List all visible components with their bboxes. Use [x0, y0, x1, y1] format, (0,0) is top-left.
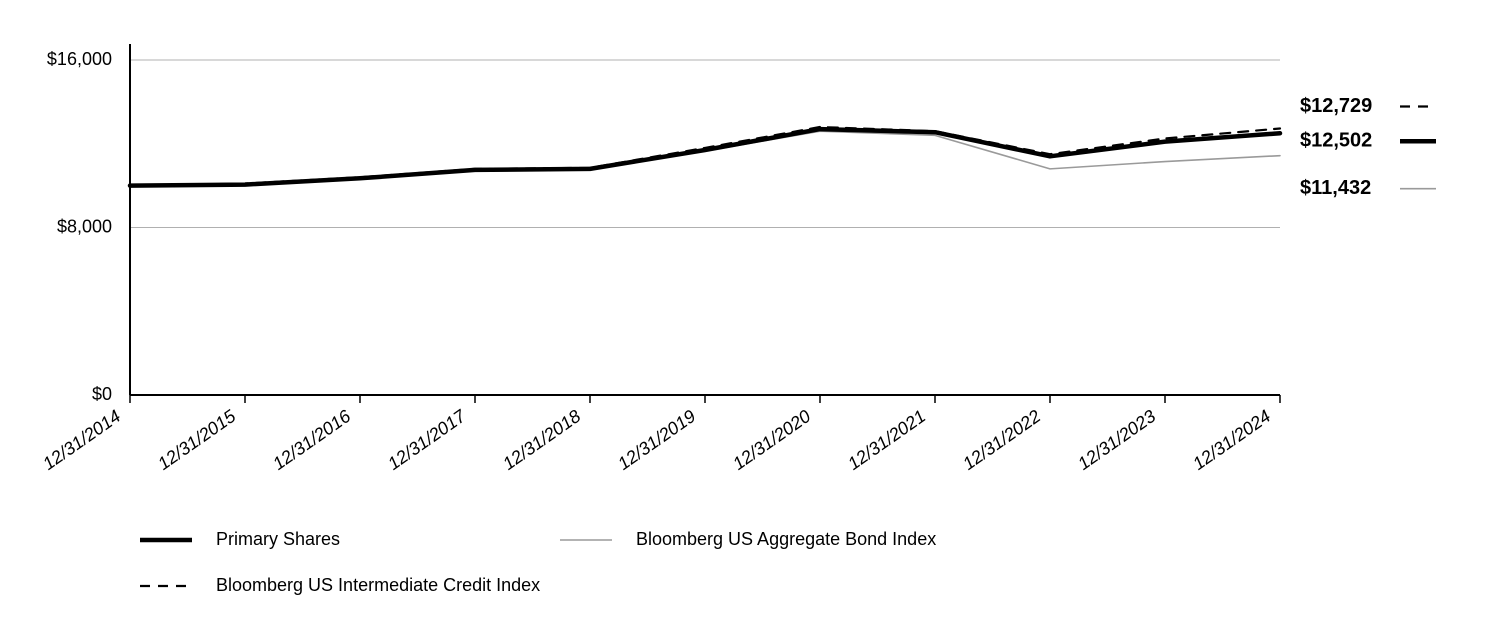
- x-axis-tick-label: 12/31/2018: [499, 406, 584, 474]
- series-line-primary: [130, 129, 1280, 186]
- x-axis-tick-label: 12/31/2016: [269, 405, 355, 474]
- x-axis-tick-label: 12/31/2014: [39, 406, 124, 474]
- y-axis-tick-label: $16,000: [47, 49, 112, 69]
- x-axis-tick-label: 12/31/2022: [959, 406, 1044, 474]
- series-end-label: $11,432: [1300, 177, 1371, 199]
- x-axis-tick-label: 12/31/2024: [1189, 406, 1274, 474]
- legend-label: Bloomberg US Aggregate Bond Index: [636, 529, 936, 549]
- x-axis-tick-label: 12/31/2015: [154, 405, 240, 474]
- x-axis-tick-label: 12/31/2023: [1074, 406, 1159, 474]
- y-axis-tick-label: $8,000: [57, 216, 112, 236]
- series-end-label: $12,729: [1300, 95, 1372, 117]
- series-end-label: $12,502: [1300, 130, 1372, 152]
- x-axis-tick-label: 12/31/2021: [844, 406, 929, 474]
- y-axis-tick-label: $0: [92, 384, 112, 404]
- series-line-interm_credit: [130, 127, 1280, 186]
- series-line-agg_bond: [130, 131, 1280, 185]
- growth-line-chart: $0 $8,000 $16,000 12/31/2014 12/31/2015 12/31…: [0, 0, 1512, 636]
- legend-label: Bloomberg US Intermediate Credit Index: [216, 575, 540, 595]
- legend-label: Primary Shares: [216, 529, 340, 549]
- x-axis-tick-label: 12/31/2017: [384, 405, 470, 474]
- x-axis-tick-label: 12/31/2019: [614, 406, 699, 474]
- x-axis-tick-label: 12/31/2020: [729, 406, 814, 474]
